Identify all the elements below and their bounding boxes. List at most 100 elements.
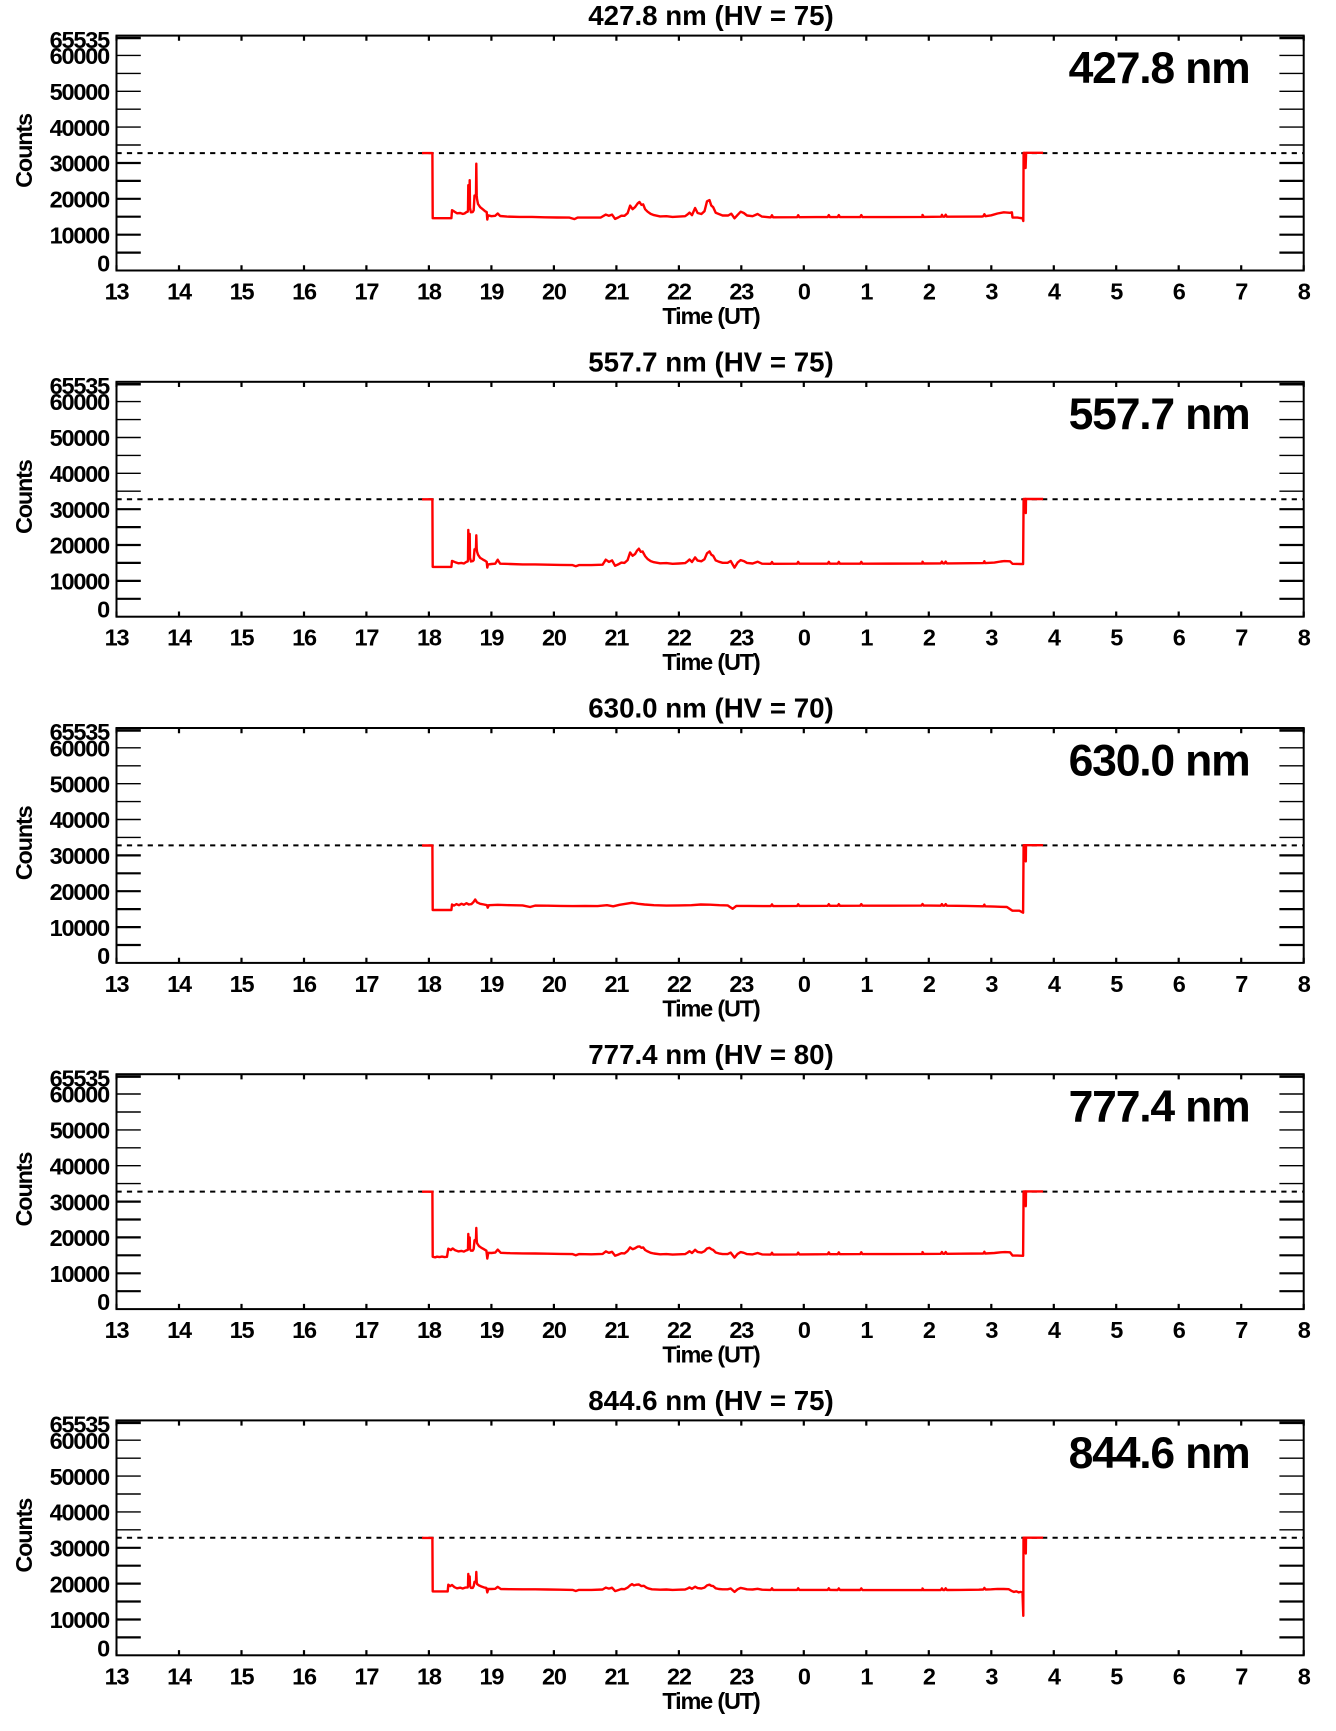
svg-text:630.0 nm (HV = 70): 630.0 nm (HV = 70): [588, 693, 833, 724]
svg-text:13: 13: [105, 625, 130, 651]
svg-text:20: 20: [542, 1663, 567, 1689]
svg-text:777.4 nm (HV = 80): 777.4 nm (HV = 80): [588, 1039, 833, 1070]
svg-text:40000: 40000: [50, 461, 110, 487]
svg-text:844.6 nm: 844.6 nm: [1069, 1429, 1250, 1478]
svg-text:3: 3: [985, 279, 998, 305]
svg-text:21: 21: [605, 625, 630, 651]
svg-text:40000: 40000: [50, 1153, 110, 1179]
svg-text:16: 16: [292, 625, 317, 651]
svg-text:5: 5: [1110, 1663, 1123, 1689]
svg-text:16: 16: [292, 971, 317, 997]
svg-text:5: 5: [1110, 1317, 1123, 1343]
svg-text:14: 14: [167, 1317, 192, 1343]
svg-text:60000: 60000: [50, 1082, 110, 1108]
svg-text:14: 14: [167, 625, 192, 651]
svg-text:18: 18: [417, 1663, 442, 1689]
svg-text:20: 20: [542, 1317, 567, 1343]
svg-text:6: 6: [1173, 279, 1186, 305]
svg-text:20000: 20000: [50, 533, 110, 559]
svg-text:20000: 20000: [50, 187, 110, 213]
svg-text:13: 13: [105, 1317, 130, 1343]
svg-text:20000: 20000: [50, 879, 110, 905]
svg-text:60000: 60000: [50, 735, 110, 761]
svg-text:40000: 40000: [50, 115, 110, 141]
svg-text:1: 1: [860, 625, 873, 651]
svg-text:427.8 nm (HV = 75): 427.8 nm (HV = 75): [588, 0, 833, 31]
svg-text:19: 19: [480, 971, 505, 997]
svg-text:10000: 10000: [50, 1607, 110, 1633]
svg-text:Time (UT): Time (UT): [662, 995, 760, 1021]
svg-text:60000: 60000: [50, 1428, 110, 1454]
svg-text:4: 4: [1048, 279, 1061, 305]
svg-text:40000: 40000: [50, 807, 110, 833]
svg-text:4: 4: [1048, 1663, 1061, 1689]
svg-text:844.6 nm (HV = 75): 844.6 nm (HV = 75): [588, 1385, 833, 1416]
svg-text:65535: 65535: [50, 1412, 110, 1438]
svg-text:7: 7: [1235, 625, 1248, 651]
svg-text:65535: 65535: [50, 27, 110, 53]
svg-text:8: 8: [1298, 279, 1311, 305]
svg-text:19: 19: [480, 279, 505, 305]
svg-text:13: 13: [105, 1663, 130, 1689]
svg-text:0: 0: [798, 279, 811, 305]
svg-text:7: 7: [1235, 971, 1248, 997]
svg-text:1: 1: [860, 279, 873, 305]
svg-text:7: 7: [1235, 1663, 1248, 1689]
svg-text:50000: 50000: [50, 425, 110, 451]
svg-text:6: 6: [1173, 1317, 1186, 1343]
svg-text:17: 17: [355, 1663, 380, 1689]
svg-text:14: 14: [167, 279, 192, 305]
svg-text:22: 22: [667, 625, 692, 651]
svg-text:0: 0: [97, 1289, 110, 1315]
svg-text:Time (UT): Time (UT): [662, 1342, 760, 1368]
svg-text:4: 4: [1048, 1317, 1061, 1343]
svg-text:427.8 nm: 427.8 nm: [1069, 44, 1250, 93]
svg-text:557.7 nm: 557.7 nm: [1069, 390, 1250, 439]
svg-text:22: 22: [667, 279, 692, 305]
svg-text:20: 20: [542, 279, 567, 305]
svg-text:21: 21: [605, 971, 630, 997]
svg-text:Counts: Counts: [11, 1152, 37, 1227]
svg-text:Time (UT): Time (UT): [662, 1688, 760, 1714]
svg-text:Counts: Counts: [11, 805, 37, 880]
svg-text:15: 15: [230, 625, 255, 651]
svg-text:23: 23: [729, 1317, 754, 1343]
svg-text:16: 16: [292, 1317, 317, 1343]
svg-text:3: 3: [985, 1663, 998, 1689]
svg-text:17: 17: [355, 971, 380, 997]
svg-text:50000: 50000: [50, 771, 110, 797]
svg-text:20: 20: [542, 971, 567, 997]
svg-text:18: 18: [417, 1317, 442, 1343]
svg-text:4: 4: [1048, 625, 1061, 651]
svg-text:21: 21: [605, 1663, 630, 1689]
svg-text:Counts: Counts: [11, 1498, 37, 1573]
svg-text:18: 18: [417, 625, 442, 651]
svg-text:15: 15: [230, 971, 255, 997]
svg-text:30000: 30000: [50, 1189, 110, 1215]
svg-text:16: 16: [292, 279, 317, 305]
svg-text:50000: 50000: [50, 1118, 110, 1144]
svg-text:65535: 65535: [50, 719, 110, 745]
svg-text:30000: 30000: [50, 497, 110, 523]
svg-text:20000: 20000: [50, 1225, 110, 1251]
svg-text:40000: 40000: [50, 1500, 110, 1526]
svg-text:50000: 50000: [50, 79, 110, 105]
svg-text:19: 19: [480, 625, 505, 651]
svg-text:21: 21: [605, 1317, 630, 1343]
svg-text:19: 19: [480, 1317, 505, 1343]
svg-text:1: 1: [860, 1317, 873, 1343]
svg-text:7: 7: [1235, 1317, 1248, 1343]
svg-text:8: 8: [1298, 1663, 1311, 1689]
svg-text:Time (UT): Time (UT): [662, 303, 760, 329]
svg-text:18: 18: [417, 279, 442, 305]
svg-text:14: 14: [167, 971, 192, 997]
svg-text:22: 22: [667, 1663, 692, 1689]
svg-text:2: 2: [923, 1663, 936, 1689]
svg-text:16: 16: [292, 1663, 317, 1689]
svg-text:30000: 30000: [50, 151, 110, 177]
svg-text:20: 20: [542, 625, 567, 651]
svg-text:6: 6: [1173, 971, 1186, 997]
svg-text:2: 2: [923, 971, 936, 997]
svg-text:23: 23: [729, 971, 754, 997]
svg-text:19: 19: [480, 1663, 505, 1689]
